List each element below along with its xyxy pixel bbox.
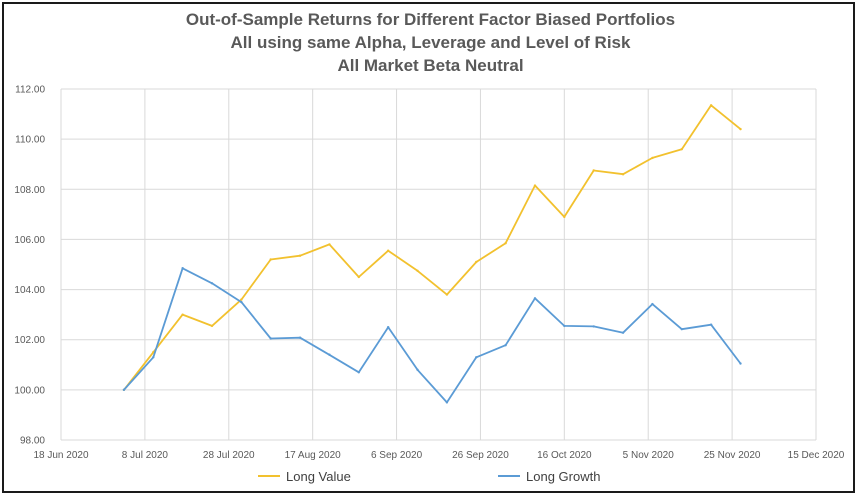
- data-point: [269, 337, 272, 340]
- data-point: [122, 388, 126, 392]
- chart-title-line-3: All Market Beta Neutral: [337, 56, 524, 75]
- data-point: [445, 401, 449, 404]
- x-tick-label: 8 Jul 2020: [122, 450, 169, 461]
- data-point: [181, 267, 184, 270]
- data-point: [475, 260, 478, 264]
- chart-frame: [2, 2, 855, 493]
- data-point: [210, 282, 214, 285]
- x-tick-label: 25 Nov 2020: [704, 450, 761, 461]
- chart-title-line-2: All using same Alpha, Leverage and Level…: [230, 33, 631, 52]
- y-tick-label: 106.00: [14, 235, 45, 246]
- data-point: [563, 324, 566, 328]
- y-tick-label: 100.00: [14, 385, 45, 396]
- data-point: [651, 302, 654, 306]
- data-point: [592, 325, 595, 328]
- data-point: [739, 127, 742, 131]
- x-tick-label: 26 Sep 2020: [452, 450, 509, 461]
- data-point: [386, 249, 390, 252]
- data-point: [416, 269, 419, 272]
- x-tick-label: 6 Sep 2020: [371, 450, 423, 461]
- data-point: [709, 104, 713, 107]
- data-point: [680, 327, 683, 331]
- data-point: [181, 313, 184, 316]
- data-point: [709, 323, 713, 326]
- data-point: [533, 184, 537, 187]
- data-point: [269, 258, 272, 261]
- data-point: [152, 356, 155, 359]
- data-point: [328, 243, 331, 246]
- x-tick-label: 5 Nov 2020: [623, 450, 675, 461]
- data-point: [592, 169, 595, 172]
- data-point: [357, 275, 361, 279]
- data-point: [357, 371, 361, 374]
- y-tick-label: 98.00: [20, 436, 45, 447]
- y-tick-label: 112.00: [15, 85, 45, 96]
- series-line-long-growth: [123, 267, 742, 404]
- y-tick-label: 110.00: [15, 135, 45, 146]
- data-point: [210, 324, 214, 328]
- x-tick-label: 18 Jun 2020: [33, 450, 88, 461]
- x-tick-label: 15 Dec 2020: [788, 450, 845, 461]
- data-point: [298, 254, 302, 257]
- data-point: [386, 325, 390, 329]
- data-point: [445, 293, 449, 296]
- x-tick-label: 17 Aug 2020: [285, 450, 342, 461]
- x-tick-label: 16 Oct 2020: [537, 450, 592, 461]
- data-point: [651, 156, 654, 160]
- data-point: [240, 298, 243, 301]
- legend-label: Long Growth: [526, 469, 600, 484]
- y-tick-label: 104.00: [14, 285, 45, 296]
- legend-label: Long Value: [286, 469, 351, 484]
- y-tick-label: 102.00: [14, 335, 45, 346]
- data-point: [621, 173, 625, 176]
- series-line-long-value: [123, 104, 742, 391]
- data-point: [533, 297, 537, 300]
- data-point: [739, 362, 742, 365]
- data-point: [475, 356, 478, 359]
- data-point: [504, 241, 507, 245]
- chart-title-line-1: Out-of-Sample Returns for Different Fact…: [185, 10, 676, 29]
- data-point: [504, 344, 507, 347]
- data-point: [298, 336, 302, 339]
- data-point: [563, 215, 566, 219]
- data-point: [680, 147, 683, 151]
- data-point: [328, 353, 331, 356]
- y-tick-label: 108.00: [14, 185, 45, 196]
- data-point: [416, 368, 419, 371]
- data-point: [240, 300, 243, 304]
- data-point: [621, 331, 625, 334]
- x-tick-label: 28 Jul 2020: [203, 450, 255, 461]
